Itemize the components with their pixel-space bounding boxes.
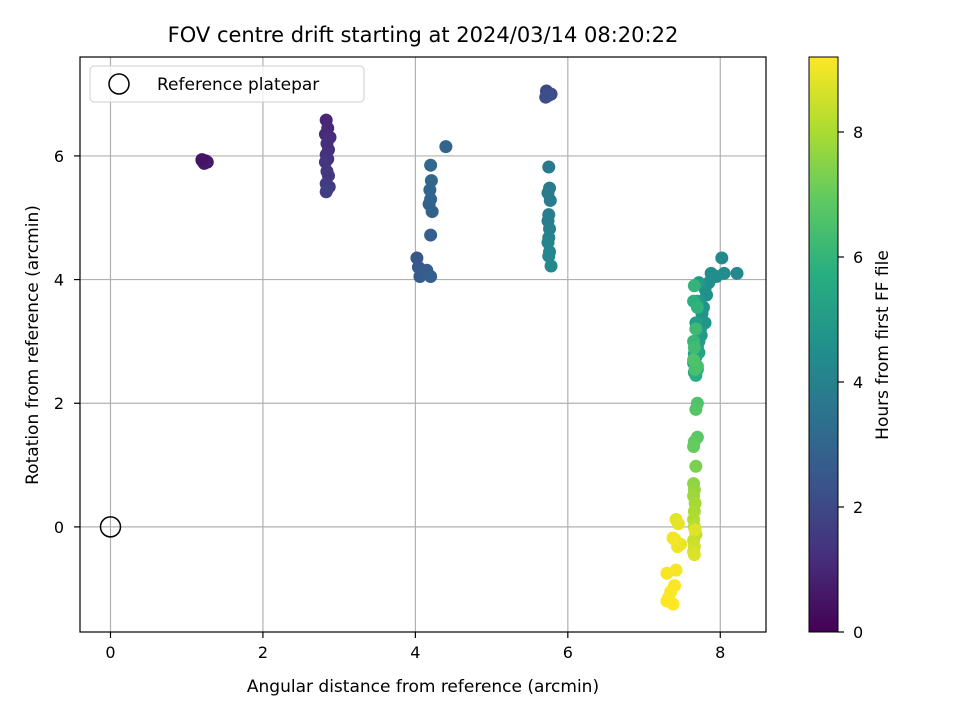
x-tick-label: 4 (410, 643, 420, 662)
scatter-point (687, 279, 701, 293)
x-axis-title: Angular distance from reference (arcmin) (247, 677, 599, 697)
scatter-point (715, 251, 729, 265)
scatter-point (195, 153, 209, 167)
scatter-point (687, 353, 701, 367)
grid-lines (80, 57, 766, 632)
scatter-point (424, 192, 438, 206)
scatter-point (671, 517, 685, 531)
scatter-point (688, 523, 702, 537)
scatter-point (424, 269, 438, 283)
legend-box (89, 65, 365, 103)
scatter-point (660, 594, 674, 608)
scatter-point (542, 249, 556, 263)
colorbar: 0 2 4 6 8 Hours from first FF file (808, 56, 893, 642)
colorbar-tick-label: 6 (853, 248, 863, 267)
scatter-point (424, 158, 438, 172)
colorbar-ticks: 0 2 4 6 8 (838, 123, 863, 642)
colorbar-label: Hours from first FF file (873, 250, 893, 440)
colorbar-tick-label: 4 (853, 373, 863, 392)
legend-label: Reference platepar (157, 75, 319, 95)
y-tick-label: 2 (54, 394, 64, 413)
y-axis-ticks: 0 2 4 6 (54, 147, 80, 537)
scatter-point (689, 459, 703, 473)
x-axis-ticks: 0 2 4 6 8 (105, 632, 725, 662)
scatter-point (666, 531, 680, 545)
colorbar-tick-label: 0 (853, 623, 863, 642)
scatter-point (660, 566, 674, 580)
scatter-point (687, 548, 701, 562)
reference-platepar-marker (99, 516, 122, 538)
x-tick-label: 2 (258, 643, 268, 662)
scatter-point (544, 259, 558, 273)
scatter-point (543, 193, 557, 207)
scatter-points (195, 84, 744, 611)
scatter-point (690, 300, 704, 314)
scatter-point (687, 341, 701, 355)
x-tick-label: 8 (715, 643, 725, 662)
scatter-point (689, 322, 703, 336)
scatter-point (319, 185, 333, 199)
plot-frame (79, 56, 767, 633)
legend: Reference platepar (89, 65, 365, 103)
y-axis-title: Rotation from reference (arcmin) (23, 205, 43, 485)
scatter-point (730, 266, 744, 280)
scatter-point (689, 402, 703, 416)
legend-marker-icon (108, 73, 130, 95)
scatter-point (424, 228, 438, 242)
scatter-point (424, 174, 438, 188)
y-tick-label: 0 (54, 518, 64, 537)
scatter-point (542, 88, 556, 102)
x-tick-label: 0 (105, 643, 115, 662)
chart-title: FOV centre drift starting at 2024/03/14 … (168, 23, 679, 47)
scatter-point (542, 160, 556, 174)
scatter-point (700, 288, 714, 302)
x-tick-label: 6 (563, 643, 573, 662)
scatter-point (439, 140, 453, 154)
y-tick-label: 4 (54, 271, 64, 290)
colorbar-gradient (808, 56, 839, 633)
colorbar-tick-label: 2 (853, 498, 863, 517)
colorbar-tick-label: 8 (853, 123, 863, 142)
y-tick-label: 6 (54, 147, 64, 166)
scatter-point (687, 440, 701, 454)
